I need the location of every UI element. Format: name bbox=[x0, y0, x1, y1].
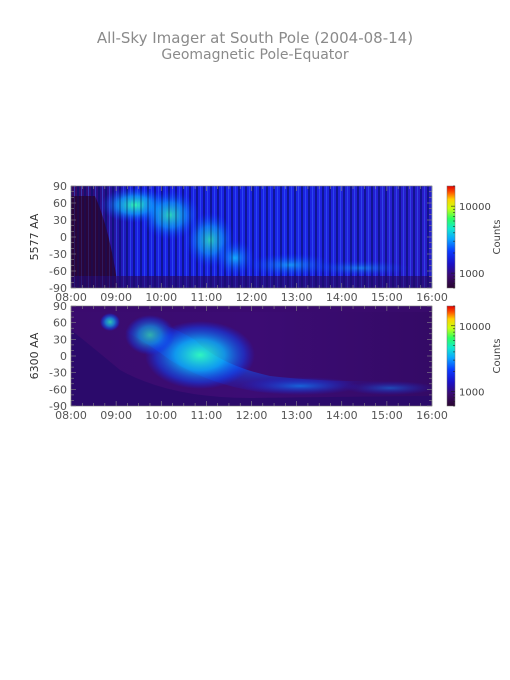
heatmap-image-5577 bbox=[71, 186, 432, 288]
x-tick-label: 09:00 bbox=[100, 409, 132, 422]
axes-5577: 08:00 09:00 10:00 11:00 12:00 13:00 14:00 15:00… bbox=[49, 180, 448, 304]
heatmap-image-6300 bbox=[71, 306, 432, 406]
y-tick-label: -30 bbox=[49, 248, 67, 261]
x-tick-label: 13:00 bbox=[281, 291, 313, 304]
colorbar-6300: 10000 1000 Counts bbox=[446, 305, 503, 407]
colorbar-ticks-5577: 10000 1000 bbox=[451, 185, 491, 289]
x-tick-label: 10:00 bbox=[145, 409, 177, 422]
y-tick-label: -30 bbox=[49, 367, 67, 380]
y-axis-label-5577: 5577 AA bbox=[28, 213, 41, 260]
x-tick-label: 08:00 bbox=[55, 291, 87, 304]
y-tick-label: 0 bbox=[60, 231, 67, 244]
colorbar-tick-label: 10000 bbox=[459, 202, 491, 213]
y-tick-label: 0 bbox=[60, 350, 67, 363]
y-tick-label: -90 bbox=[49, 282, 67, 295]
x-tick-label: 16:00 bbox=[416, 409, 448, 422]
chart-title: All-Sky Imager at South Pole (2004-08-14… bbox=[97, 29, 413, 47]
x-tick-label: 12:00 bbox=[236, 409, 268, 422]
y-tick-label: 30 bbox=[53, 333, 67, 346]
x-tick-label: 14:00 bbox=[326, 409, 358, 422]
colorbar-ticks-6300: 10000 1000 bbox=[451, 305, 491, 407]
y-tick-label: 90 bbox=[53, 180, 67, 193]
y-tick-label: -60 bbox=[49, 383, 67, 396]
panel-5577: 08:00 09:00 10:00 11:00 12:00 13:00 14:00 15:00… bbox=[28, 180, 503, 304]
x-tick-label: 11:00 bbox=[191, 291, 223, 304]
y-tick-label: 60 bbox=[53, 317, 67, 330]
x-tick-label: 09:00 bbox=[100, 291, 132, 304]
y-tick-label: 90 bbox=[53, 300, 67, 313]
x-tick-label: 08:00 bbox=[55, 409, 87, 422]
colorbar-label-5577: Counts bbox=[492, 220, 503, 255]
chart-subtitle: Geomagnetic Pole-Equator bbox=[161, 47, 348, 63]
x-tick-label: 15:00 bbox=[371, 409, 403, 422]
colorbar-label-6300: Counts bbox=[492, 339, 503, 374]
colorbar-tick-label: 1000 bbox=[459, 387, 484, 398]
x-tick-label: 12:00 bbox=[236, 291, 268, 304]
colorbar-5577: 10000 1000 Counts bbox=[446, 185, 503, 289]
panel-6300: 08:00 09:00 10:00 11:00 12:00 13:00 14:00 15:00… bbox=[28, 300, 503, 422]
axes-6300: 08:00 09:00 10:00 11:00 12:00 13:00 14:00 15:00… bbox=[49, 300, 448, 422]
colorbar-tick-label: 10000 bbox=[459, 322, 491, 333]
x-tick-label: 13:00 bbox=[281, 409, 313, 422]
y-axis-label-6300: 6300 AA bbox=[28, 332, 41, 379]
x-tick-label: 15:00 bbox=[371, 291, 403, 304]
y-tick-label: -60 bbox=[49, 265, 67, 278]
x-tick-label: 14:00 bbox=[326, 291, 358, 304]
x-tick-label: 10:00 bbox=[145, 291, 177, 304]
y-tick-label: 30 bbox=[53, 214, 67, 227]
x-tick-label: 11:00 bbox=[191, 409, 223, 422]
colorbar-tick-label: 1000 bbox=[459, 269, 484, 280]
y-tick-label: -90 bbox=[49, 400, 67, 413]
y-tick-label: 60 bbox=[53, 197, 67, 210]
x-tick-label: 16:00 bbox=[416, 291, 448, 304]
